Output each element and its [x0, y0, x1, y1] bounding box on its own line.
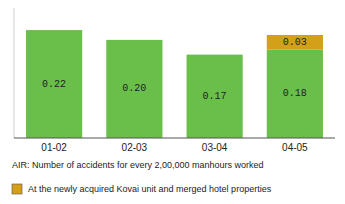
x-axis — [14, 137, 335, 138]
bar-segment — [106, 39, 162, 40]
chart: 0.22 0.20 0.17 0.18 0.03 01-02 02-03 03-04 04-05… — [0, 0, 345, 204]
x-tick-label: 02-03 — [122, 142, 148, 153]
legend-swatch — [12, 184, 22, 194]
data-label: 0.22 — [42, 79, 66, 90]
data-label: 0.20 — [122, 83, 146, 94]
bar-segment — [267, 35, 323, 50]
data-label: 0.03 — [283, 37, 307, 48]
bar-segment — [267, 50, 323, 138]
bar-segment — [26, 30, 82, 31]
bar-segment — [187, 55, 243, 138]
bars — [26, 30, 323, 138]
annotation: AIR: Number of accidents for every 2,00,… — [12, 160, 264, 170]
x-tick-label: 01-02 — [41, 142, 67, 153]
bar-segment — [106, 40, 162, 138]
legend-label: At the newly acquired Kovai unit and mer… — [28, 184, 272, 194]
bar-segment — [26, 30, 82, 138]
x-tick-label: 04-05 — [282, 142, 308, 153]
bar-segment — [187, 54, 243, 55]
legend: At the newly acquired Kovai unit and mer… — [12, 184, 272, 194]
data-label: 0.18 — [283, 88, 307, 99]
data-label: 0.17 — [203, 91, 227, 102]
y-axis — [14, 8, 15, 138]
data-labels: 0.22 0.20 0.17 0.18 0.03 — [42, 37, 307, 102]
x-tick-label: 03-04 — [202, 142, 228, 153]
